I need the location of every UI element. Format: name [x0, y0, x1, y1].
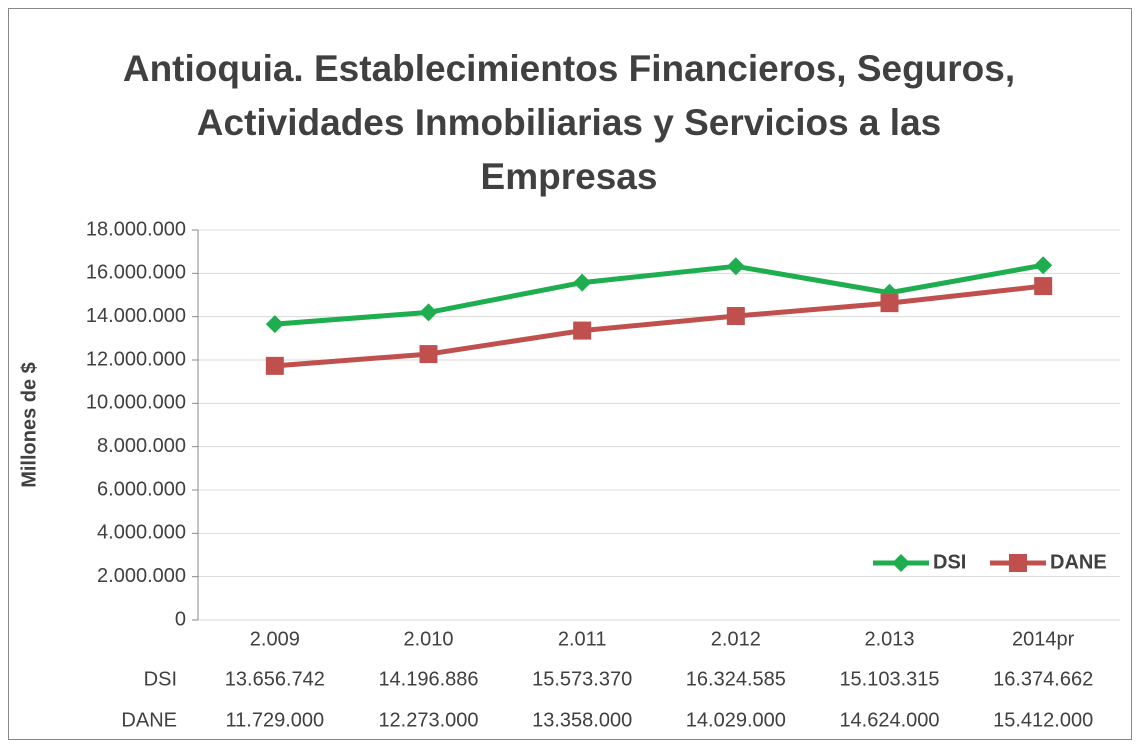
x-tick-label: 2.012: [711, 628, 761, 650]
table-cell: 13.656.742: [225, 668, 325, 690]
y-tick-label: 4.000.000: [97, 522, 186, 544]
chart-title: Antioquia. Establecimientos Financieros,…: [122, 48, 1016, 197]
legend-marker: [892, 554, 910, 572]
data-point: [265, 356, 284, 375]
chart-border: [8, 8, 1132, 740]
y-tick-label: 14.000.000: [86, 305, 186, 327]
data-point: [1034, 256, 1053, 275]
table-cell: 16.324.585: [686, 668, 786, 690]
table-cell: 12.273.000: [378, 709, 478, 731]
table-cell: 14.029.000: [686, 709, 786, 731]
x-tick-label: 2.010: [403, 628, 453, 650]
legend-label: DANE: [1050, 551, 1107, 573]
data-point: [1034, 277, 1053, 296]
y-tick-label: 18.000.000: [86, 218, 186, 240]
legend-label: DSI: [933, 551, 966, 573]
table-cell: 16.374.662: [993, 668, 1093, 690]
y-tick-label: 0: [175, 608, 186, 630]
data-point: [880, 294, 899, 313]
series-line: [274, 262, 1044, 327]
x-tick-label: 2.013: [864, 628, 914, 650]
table-cell: 13.358.000: [532, 709, 632, 731]
y-tick-label: 2.000.000: [97, 565, 186, 587]
legend-marker: [1009, 554, 1027, 572]
x-tick-label: 2.011: [558, 628, 607, 650]
table-cell: 15.573.370: [532, 668, 632, 690]
table-cell: 11.729.000: [226, 709, 325, 731]
data-point: [573, 273, 592, 292]
series-line: [274, 283, 1044, 369]
table-row-label: DSI: [144, 668, 177, 690]
data-point: [265, 315, 284, 334]
data-point: [726, 257, 745, 276]
table-cell: 15.103.315: [839, 668, 939, 690]
y-tick-label: 12.000.000: [86, 348, 186, 370]
table-cell: 14.624.000: [839, 709, 939, 731]
x-tick-label: 2014pr: [1012, 628, 1075, 650]
data-point: [419, 345, 438, 364]
y-tick-label: 8.000.000: [97, 435, 186, 457]
table-cell: 14.196.886: [378, 668, 478, 690]
y-tick-label: 16.000.000: [86, 262, 186, 284]
table-row-label: DANE: [121, 709, 177, 731]
data-point: [573, 321, 592, 340]
y-tick-label: 10.000.000: [86, 392, 186, 414]
data-point: [419, 303, 438, 322]
x-tick-label: 2.009: [250, 628, 300, 650]
table-cell: 15.412.000: [993, 709, 1093, 731]
y-tick-label: 6.000.000: [97, 478, 186, 500]
data-point: [726, 307, 745, 326]
y-axis-label: Millones de $: [18, 362, 40, 488]
